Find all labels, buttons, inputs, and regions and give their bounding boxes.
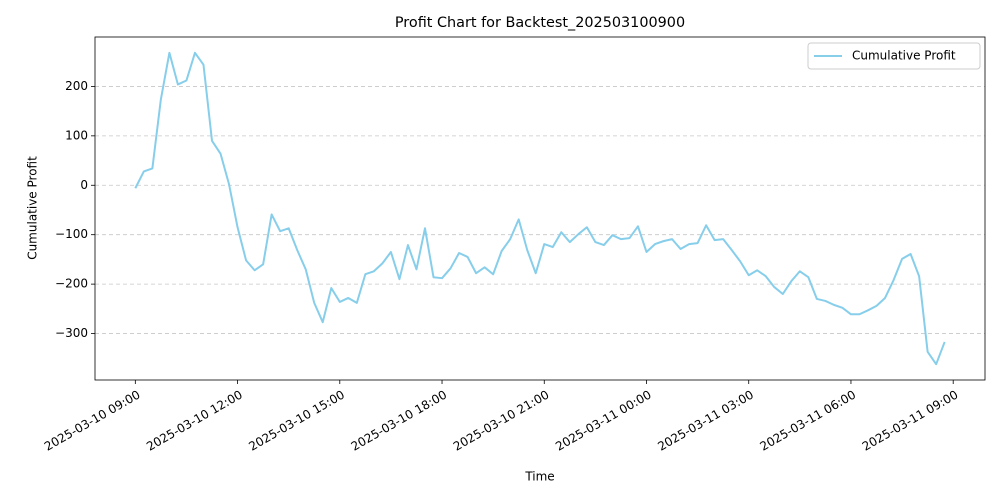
plot-frame (94, 36, 986, 381)
line (134, 51, 946, 366)
x-tick-label: 2025-03-11 09:00 (860, 388, 961, 454)
y-axis-label: Cumulative Profit (26, 156, 40, 260)
y-tick-label: 200 (65, 79, 88, 93)
x-tick-label: 2025-03-10 18:00 (349, 388, 450, 454)
x-axis-label: Time (524, 470, 554, 484)
legend-box (807, 42, 981, 70)
y-tick-label: 100 (65, 128, 88, 142)
x-tick-label: 2025-03-10 12:00 (144, 388, 245, 454)
x-tick-label: 2025-03-11 03:00 (655, 388, 756, 454)
y-tick-label: 0 (80, 178, 88, 192)
x-tick-label: 2025-03-10 15:00 (246, 388, 347, 454)
legend-label: Cumulative Profit (852, 49, 956, 63)
y-tick-label: −200 (55, 277, 88, 291)
x-tick-label: 2025-03-10 21:00 (451, 388, 552, 454)
x-tick-label: 2025-03-11 06:00 (758, 388, 859, 454)
y-tick-label: −300 (55, 326, 88, 340)
x-tick-label: 2025-03-11 00:00 (553, 388, 654, 454)
y-tick-label: −100 (55, 227, 88, 241)
chart-title: Profit Chart for Backtest_202503100900 (395, 15, 685, 31)
x-tick-label: 2025-03-10 09:00 (42, 388, 143, 454)
